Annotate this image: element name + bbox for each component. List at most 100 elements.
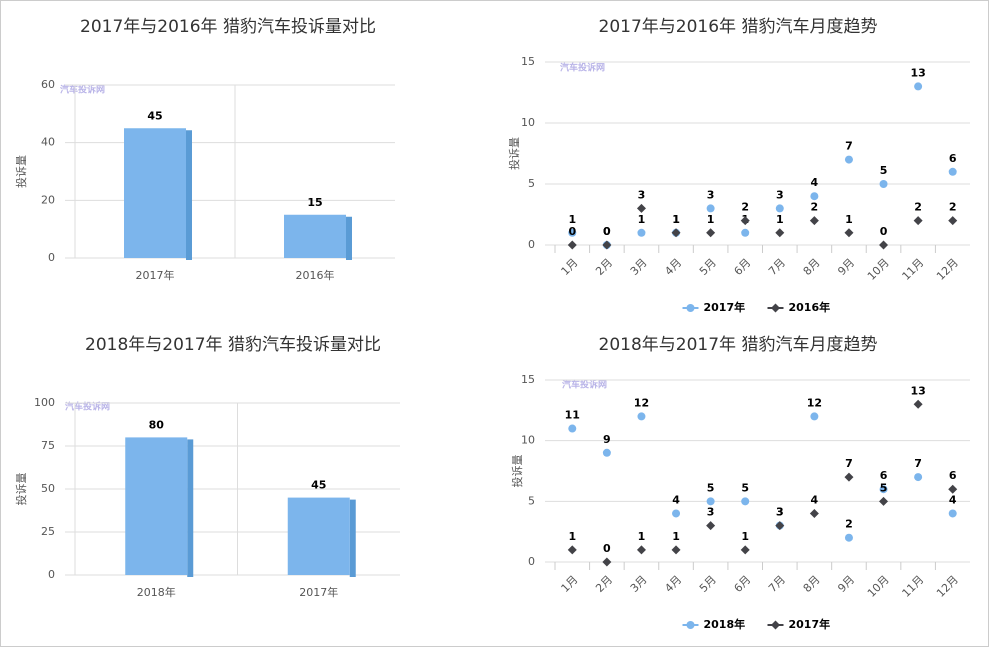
data-label: 2 [949, 201, 957, 214]
y-tick-label: 5 [528, 494, 535, 507]
data-label: 3 [638, 188, 646, 201]
data-label: 4 [811, 493, 819, 506]
y-tick-label: 60 [41, 78, 55, 91]
data-label: 0 [880, 225, 888, 238]
data-label: 1 [568, 213, 576, 226]
point [602, 240, 612, 250]
point [775, 521, 785, 531]
point [740, 545, 750, 555]
watermark: 汽车投诉网 [560, 62, 605, 74]
point [879, 180, 888, 188]
point [706, 204, 715, 213]
data-label: 3 [707, 188, 715, 201]
data-label: 12 [807, 396, 822, 409]
chart-title: 2017年与2016年 猎豹汽车月度趋势 [599, 17, 878, 37]
point [844, 472, 854, 482]
point [637, 228, 646, 237]
data-label: 45 [147, 109, 162, 122]
point [706, 228, 716, 238]
y-axis-label: 投诉量 [14, 473, 28, 506]
point [671, 545, 681, 555]
data-label: 9 [603, 433, 611, 446]
point [879, 496, 889, 506]
data-label: 12 [634, 396, 649, 409]
point [810, 192, 819, 201]
data-label: 80 [149, 418, 165, 431]
bar-side [346, 216, 352, 260]
data-label: 0 [603, 542, 611, 555]
point [741, 228, 750, 237]
bar-side [187, 439, 194, 577]
data-label: 1 [845, 213, 853, 226]
legend-marker [771, 303, 780, 313]
data-label: 1 [638, 213, 646, 226]
point [602, 448, 611, 457]
point [948, 509, 957, 518]
y-tick-label: 15 [521, 55, 535, 68]
point [636, 545, 646, 555]
data-label: 7 [914, 457, 922, 470]
y-tick-label: 0 [48, 568, 55, 581]
x-tick-label: 2017年 [299, 585, 338, 599]
point [914, 473, 923, 482]
x-tick-label: 2018年 [137, 585, 176, 599]
point [775, 228, 785, 238]
data-label: 11 [565, 409, 580, 422]
point [568, 228, 577, 237]
bar [125, 437, 188, 575]
data-label: 4 [949, 493, 957, 506]
data-label: 0 [568, 225, 576, 238]
point [672, 509, 681, 518]
data-label: 3 [707, 506, 715, 519]
point [567, 545, 577, 555]
y-tick-label: 25 [41, 525, 55, 538]
legend-label: 2017年 [789, 617, 831, 631]
watermark: 汽车投诉网 [60, 84, 105, 96]
data-label: 13 [910, 384, 925, 397]
x-tick-label: 2016年 [296, 268, 335, 282]
point [636, 203, 646, 213]
y-tick-label: 75 [41, 439, 55, 452]
data-label: 2 [811, 201, 819, 214]
point [568, 424, 577, 433]
data-label: 7 [845, 457, 853, 470]
legend-label: 2018年 [704, 617, 746, 631]
data-label: 2 [914, 201, 922, 214]
y-tick-label: 5 [528, 177, 535, 190]
point [809, 508, 819, 518]
point [810, 412, 819, 421]
data-label: 0 [603, 225, 611, 238]
point [948, 484, 958, 494]
point [948, 216, 958, 226]
data-label: 1 [707, 213, 715, 226]
data-label: 15 [307, 196, 322, 209]
point [879, 240, 889, 250]
y-tick-label: 15 [521, 373, 535, 386]
data-label: 5 [880, 481, 888, 494]
point [844, 155, 853, 164]
data-label: 0 [603, 225, 611, 238]
x-tick-label: 2017年 [136, 268, 175, 282]
point [879, 485, 888, 494]
data-label: 1 [672, 213, 680, 226]
data-label: 4 [672, 493, 680, 506]
point [775, 204, 784, 213]
y-tick-label: 20 [41, 193, 55, 206]
data-label: 1 [568, 530, 576, 543]
data-label: 3 [776, 506, 784, 519]
data-label: 1 [672, 213, 680, 226]
point [809, 216, 819, 226]
bar [284, 214, 346, 258]
data-label: 2 [845, 518, 853, 531]
point [913, 216, 923, 226]
data-label: 5 [707, 481, 715, 494]
bar-side [349, 499, 356, 577]
legend-marker [686, 621, 695, 629]
point [706, 521, 716, 531]
data-label: 1 [638, 530, 646, 543]
point [637, 412, 646, 421]
data-label: 1 [741, 530, 749, 543]
